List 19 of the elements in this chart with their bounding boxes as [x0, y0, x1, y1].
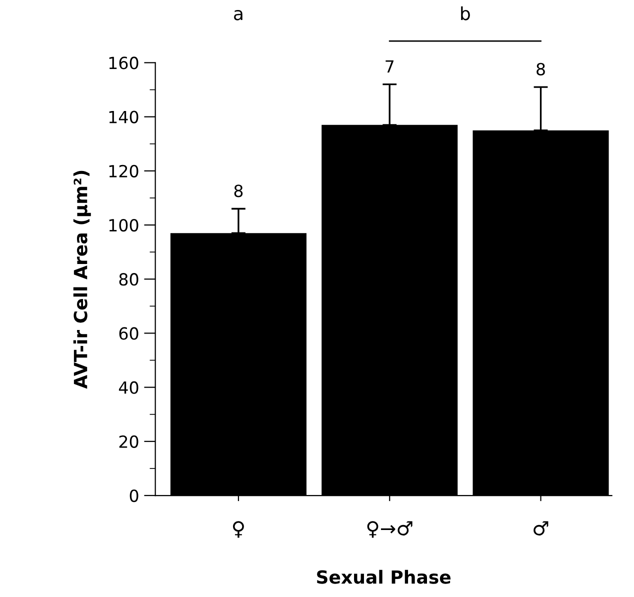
y-tick-label: 80: [119, 273, 138, 286]
x-tick-label: ♀→♂: [367, 521, 412, 538]
x-tick-label: ♂: [534, 521, 548, 536]
y-tick-label: 40: [118, 381, 138, 394]
y-tick-label: 0: [130, 489, 138, 502]
text: a: [234, 10, 242, 20]
annotation: 8: [234, 184, 243, 198]
y-tick-label: 120: [109, 164, 138, 178]
y-axis-title: AVT-ir Cell Area (µm²): [73, 170, 91, 389]
text: b: [461, 6, 470, 20]
x-axis-title: Sexual Phase: [317, 570, 451, 584]
y-tick-label: 160: [109, 56, 138, 70]
y-tick-label: 20: [119, 435, 138, 448]
y-tick-label: 60: [119, 327, 138, 340]
y-tick-label: 140: [109, 110, 138, 124]
annotation: 7: [386, 60, 394, 73]
annotation: 8: [536, 62, 545, 76]
y-tick-label: 100: [109, 218, 138, 232]
x-tick-label: ♀: [233, 521, 244, 538]
